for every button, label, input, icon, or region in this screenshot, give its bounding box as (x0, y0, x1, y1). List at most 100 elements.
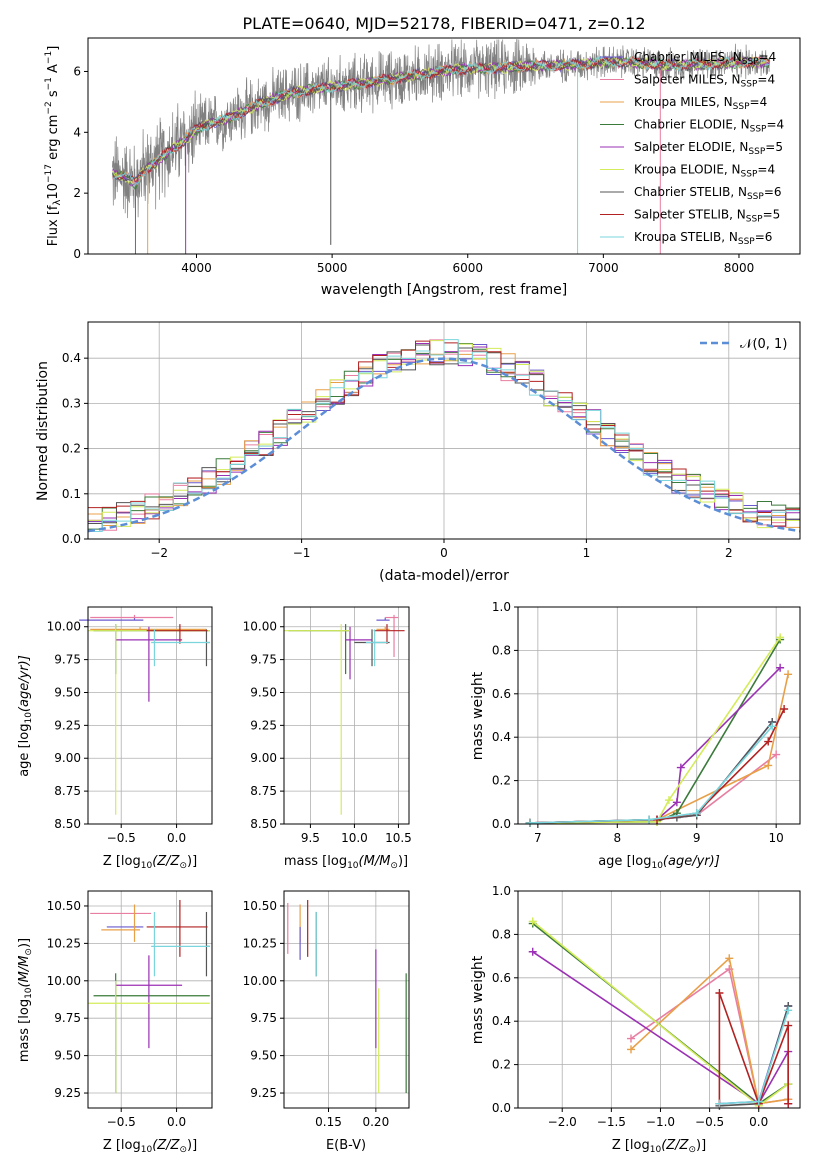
spectrum-xlabel: wavelength [Angstrom, rest frame] (321, 282, 567, 298)
x-tick-label: −1 (293, 546, 311, 560)
x-tick-label: 10.0 (341, 831, 368, 845)
x-tick-label: 8000 (724, 261, 755, 275)
weight-marker (676, 763, 685, 772)
weight-marker (715, 1099, 724, 1108)
y-tick-label: 9.50 (250, 1049, 277, 1063)
y-tick-label: 8.50 (54, 817, 81, 831)
weight-marker (784, 670, 793, 679)
x-tick-label: 0.0 (167, 1115, 186, 1129)
weight-vs-age-panel: 7 8 9 10 0.0 0.2 0.4 0.6 0.8 1.0 age [log10(age/… (470, 600, 801, 871)
y-tick-label: 4 (73, 125, 81, 139)
y-tick-label: 0.3 (62, 396, 81, 410)
y-tick-label: 0.0 (62, 532, 81, 546)
y-tick-label: 10.00 (243, 974, 277, 988)
weight-marker (626, 1045, 635, 1054)
weight-marker (528, 917, 537, 926)
y-tick-label: 0.1 (62, 487, 81, 501)
legend-label: Chabrier ELODIE, NSSP=4 (634, 118, 784, 135)
age-z-ylabel: age [log10(age/yr)] (17, 655, 34, 777)
age-vs-mass-panel: 9.5 10.0 10.5 8.50 8.75 9.00 9.25 9.50 9.75 10.0… (243, 606, 412, 871)
y-tick-label: 9.25 (54, 718, 81, 732)
x-tick-label: −0.5 (107, 831, 136, 845)
x-tick-label: 1 (583, 546, 591, 560)
x-tick-label: 10.5 (385, 831, 412, 845)
y-tick-label: 9.75 (54, 653, 81, 667)
y-tick-label: 0.6 (492, 971, 511, 985)
y-tick-label: 0.0 (492, 1101, 511, 1115)
weight-line (529, 636, 781, 824)
y-tick-label: 9.25 (54, 1086, 81, 1100)
x-tick-label: 4000 (181, 261, 212, 275)
age-vs-metallicity-panel: −0.5 0.0 8.50 8.75 9.00 9.25 9.50 9.75 10.00 Z … (17, 606, 213, 871)
weight-marker (528, 947, 537, 956)
y-tick-label: 9.75 (54, 1011, 81, 1025)
weight-marker (776, 663, 785, 672)
x-tick-label: −0.5 (107, 1115, 136, 1129)
weight-marker (784, 1006, 793, 1015)
x-tick-label: −1.5 (597, 1115, 626, 1129)
mass-ebv-xlabel: E(B-V) (326, 1138, 366, 1153)
legend-label: Chabrier STELIB, NSSP=6 (634, 185, 782, 202)
x-tick-label: 5000 (317, 261, 348, 275)
y-tick-label: 0 (73, 247, 81, 261)
y-tick-label: 0.8 (492, 643, 511, 657)
weight-marker (780, 704, 789, 713)
weight-line (529, 725, 773, 824)
y-tick-label: 0.0 (492, 817, 511, 831)
spectrum-panel: 4000 5000 6000 7000 8000 0 2 4 6 wavelength [An… (44, 37, 801, 298)
residual-histogram (88, 339, 800, 533)
weight-z-xlabel: Z [log10(Z/Z⊙)] (612, 1138, 706, 1155)
y-tick-label: 10.25 (243, 936, 277, 950)
residual-histogram (88, 344, 800, 525)
y-tick-label: 2 (73, 186, 81, 200)
legend-label: Salpeter MILES, NSSP=4 (634, 73, 775, 90)
x-tick-label: 0 (440, 546, 448, 560)
model-spectrum-line (111, 55, 770, 182)
residuals-panel: −2 −1 0 1 2 0.0 0.1 0.2 0.3 0.4 (data-model)/err… (35, 321, 801, 584)
y-tick-label: 0.2 (62, 442, 81, 456)
normal-curve (87, 357, 801, 533)
y-tick-label: 8.75 (250, 784, 277, 798)
weight-line (718, 992, 790, 1107)
weight-line (529, 639, 781, 824)
y-tick-label: 6 (73, 64, 81, 78)
y-tick-label: 9.50 (54, 1049, 81, 1063)
weight-line (630, 956, 789, 1105)
y-tick-label: 10.00 (243, 620, 277, 634)
weight-marker (525, 818, 534, 827)
legend-label: Salpeter STELIB, NSSP=5 (634, 208, 780, 225)
mass-vs-ebv-panel: 0.15 0.20 9.25 9.50 9.75 10.00 10.25 10.50 E(B… (243, 890, 410, 1153)
weight-marker (645, 815, 654, 824)
residuals-ylabel: Normed distribution (35, 361, 51, 501)
y-tick-label: 0.4 (492, 1014, 511, 1028)
weight-marker (764, 761, 773, 770)
weight-marker (784, 1021, 793, 1030)
y-tick-label: 9.75 (250, 1011, 277, 1025)
y-tick-label: 10.50 (47, 899, 81, 913)
y-tick-label: 0.2 (492, 774, 511, 788)
x-tick-label: 0.0 (167, 831, 186, 845)
y-tick-label: 10.25 (47, 936, 81, 950)
y-tick-label: 0.6 (492, 687, 511, 701)
weight-z-ylabel: mass weight (470, 955, 486, 1044)
x-tick-label: 7 (534, 831, 542, 845)
y-tick-label: 0.4 (492, 730, 511, 744)
x-tick-label: −1.0 (646, 1115, 675, 1129)
y-tick-label: 10.00 (47, 620, 81, 634)
weight-marker (776, 633, 785, 642)
x-tick-label: 6000 (452, 261, 483, 275)
x-tick-label: 9 (693, 831, 701, 845)
residuals-marks (87, 339, 801, 533)
normal-legend-label: 𝒩(0, 1) (740, 337, 787, 352)
y-tick-label: 0.8 (492, 927, 511, 941)
spectrum-ylabel: Flux [fλ10−17 erg cm−2 s−1 A−1] (44, 46, 63, 247)
weight-marker (692, 809, 701, 818)
weight-marker (768, 722, 777, 731)
weight-marker (672, 798, 681, 807)
y-tick-label: 0.4 (62, 351, 81, 365)
legend-label: Kroupa MILES, NSSP=4 (634, 95, 767, 112)
residuals-legend: 𝒩(0, 1) (700, 337, 787, 352)
legend-label: Kroupa ELODIE, NSSP=4 (634, 163, 775, 180)
x-tick-label: 10 (769, 831, 784, 845)
weight-marker (772, 750, 781, 759)
